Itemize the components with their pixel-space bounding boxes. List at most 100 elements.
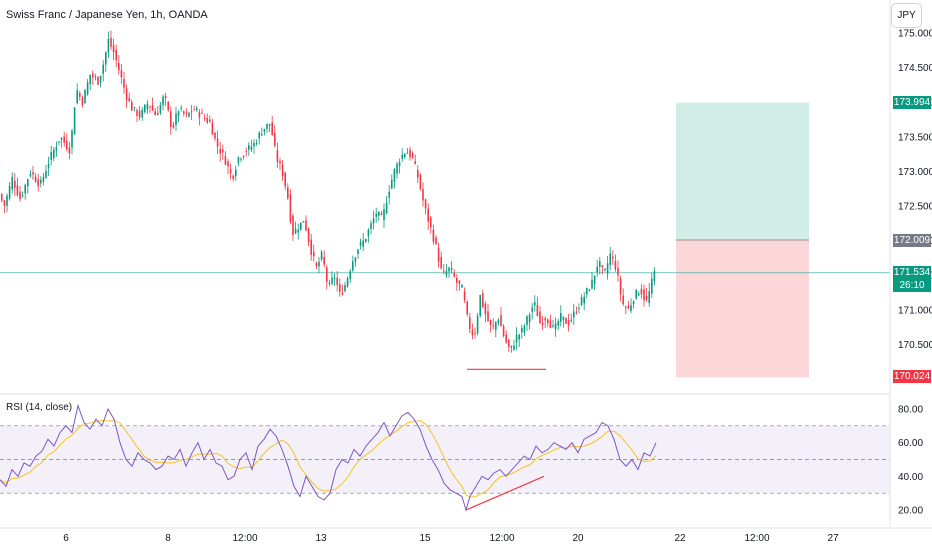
candle-body bbox=[222, 149, 224, 153]
candle-body bbox=[253, 142, 255, 147]
time-tick: 22 bbox=[674, 533, 686, 544]
candle-body bbox=[349, 271, 351, 280]
time-axis: 6 8 12:00 13 15 12:00 20 22 12:00 27 bbox=[63, 533, 839, 544]
candle-body bbox=[214, 132, 216, 139]
candle-body bbox=[419, 174, 422, 190]
loss-zone bbox=[676, 239, 809, 378]
candle-body bbox=[167, 101, 169, 111]
candle-body bbox=[107, 39, 110, 53]
candle-body bbox=[583, 296, 585, 304]
symbol-title[interactable]: Swiss Franc / Japanese Yen, 1h, OANDA bbox=[6, 9, 208, 21]
candle-body bbox=[526, 316, 528, 325]
candle-body bbox=[180, 107, 182, 109]
candle-body bbox=[302, 221, 305, 223]
candle-body bbox=[292, 215, 294, 235]
candle-body bbox=[406, 152, 409, 154]
candle-body bbox=[398, 162, 401, 166]
candle-body bbox=[508, 339, 510, 347]
candle-body bbox=[645, 295, 648, 300]
candle-body bbox=[318, 261, 320, 267]
candle-body bbox=[578, 307, 580, 310]
candle-body bbox=[357, 249, 359, 254]
candle-body bbox=[331, 277, 333, 284]
candle-body bbox=[313, 252, 315, 257]
candle-body bbox=[575, 312, 578, 314]
candle-body bbox=[294, 228, 297, 234]
candle-body bbox=[536, 304, 539, 317]
candle-body bbox=[240, 158, 242, 160]
candle-body bbox=[73, 107, 76, 135]
candle-body bbox=[203, 117, 206, 119]
candle-body bbox=[606, 263, 609, 274]
candle-body bbox=[42, 176, 45, 182]
candle-body bbox=[359, 241, 362, 246]
candle-body bbox=[21, 195, 24, 197]
candle-body bbox=[443, 270, 445, 272]
candle-body bbox=[198, 112, 201, 118]
candle-body bbox=[268, 123, 271, 126]
current-price-tag: 171.534 26:10 bbox=[893, 266, 931, 292]
candle-body bbox=[614, 261, 617, 270]
candle-body bbox=[557, 321, 559, 326]
candle-body bbox=[19, 191, 21, 200]
currency-button[interactable]: JPY bbox=[891, 3, 922, 28]
candle-body bbox=[450, 267, 453, 270]
candle-body bbox=[651, 278, 653, 294]
candle-body bbox=[133, 107, 136, 109]
candle-body bbox=[255, 142, 258, 144]
candle-body bbox=[424, 199, 427, 209]
candle-body bbox=[632, 301, 635, 305]
candle-body bbox=[484, 303, 487, 315]
candle-body bbox=[596, 266, 598, 273]
candle-body bbox=[391, 179, 393, 189]
candle-body bbox=[266, 123, 268, 129]
candle-body bbox=[196, 108, 198, 110]
candle-body bbox=[627, 305, 630, 309]
price-axis: 175.000174.500174.000173.500173.000172.5… bbox=[898, 29, 932, 351]
candle-body bbox=[570, 319, 572, 321]
candle-body bbox=[162, 96, 164, 106]
candle-body bbox=[105, 52, 107, 65]
candle-body bbox=[469, 317, 471, 330]
candle-body bbox=[250, 146, 253, 150]
candle-body bbox=[580, 297, 583, 306]
candle-body bbox=[463, 291, 466, 301]
candle-body bbox=[81, 97, 84, 106]
candle-body bbox=[68, 147, 71, 154]
candle-body bbox=[513, 345, 515, 350]
candle-body bbox=[635, 289, 637, 299]
candle-body bbox=[248, 145, 250, 150]
candle-body bbox=[154, 111, 156, 116]
time-tick: 12:00 bbox=[232, 533, 257, 544]
position-tool bbox=[676, 102, 809, 378]
candle-body bbox=[612, 256, 614, 259]
candle-body bbox=[50, 151, 52, 160]
candle-body bbox=[164, 95, 167, 99]
candle-body bbox=[177, 111, 180, 117]
candle-body bbox=[453, 272, 455, 277]
candle-body bbox=[188, 112, 190, 117]
time-tick: 12:00 bbox=[744, 533, 769, 544]
rsi-title[interactable]: RSI (14, close) bbox=[6, 402, 73, 413]
candle-body bbox=[138, 111, 141, 118]
candle-body bbox=[417, 170, 419, 178]
candle-body bbox=[492, 325, 494, 327]
candle-body bbox=[144, 104, 146, 113]
candle-body bbox=[440, 257, 442, 269]
candle-body bbox=[476, 316, 479, 334]
candle-body bbox=[112, 45, 115, 53]
candle-body bbox=[123, 78, 125, 88]
candle-body bbox=[445, 271, 448, 276]
candle-body bbox=[11, 176, 13, 190]
candle-body bbox=[380, 213, 383, 215]
candle-body bbox=[383, 209, 385, 221]
candle-body bbox=[300, 222, 302, 230]
candle-body bbox=[219, 148, 221, 154]
candle-body bbox=[237, 157, 240, 164]
time-tick: 20 bbox=[572, 533, 584, 544]
candle-body bbox=[461, 284, 463, 288]
candle-body bbox=[183, 111, 185, 114]
candle-body bbox=[245, 151, 247, 153]
candle-body bbox=[544, 318, 546, 321]
